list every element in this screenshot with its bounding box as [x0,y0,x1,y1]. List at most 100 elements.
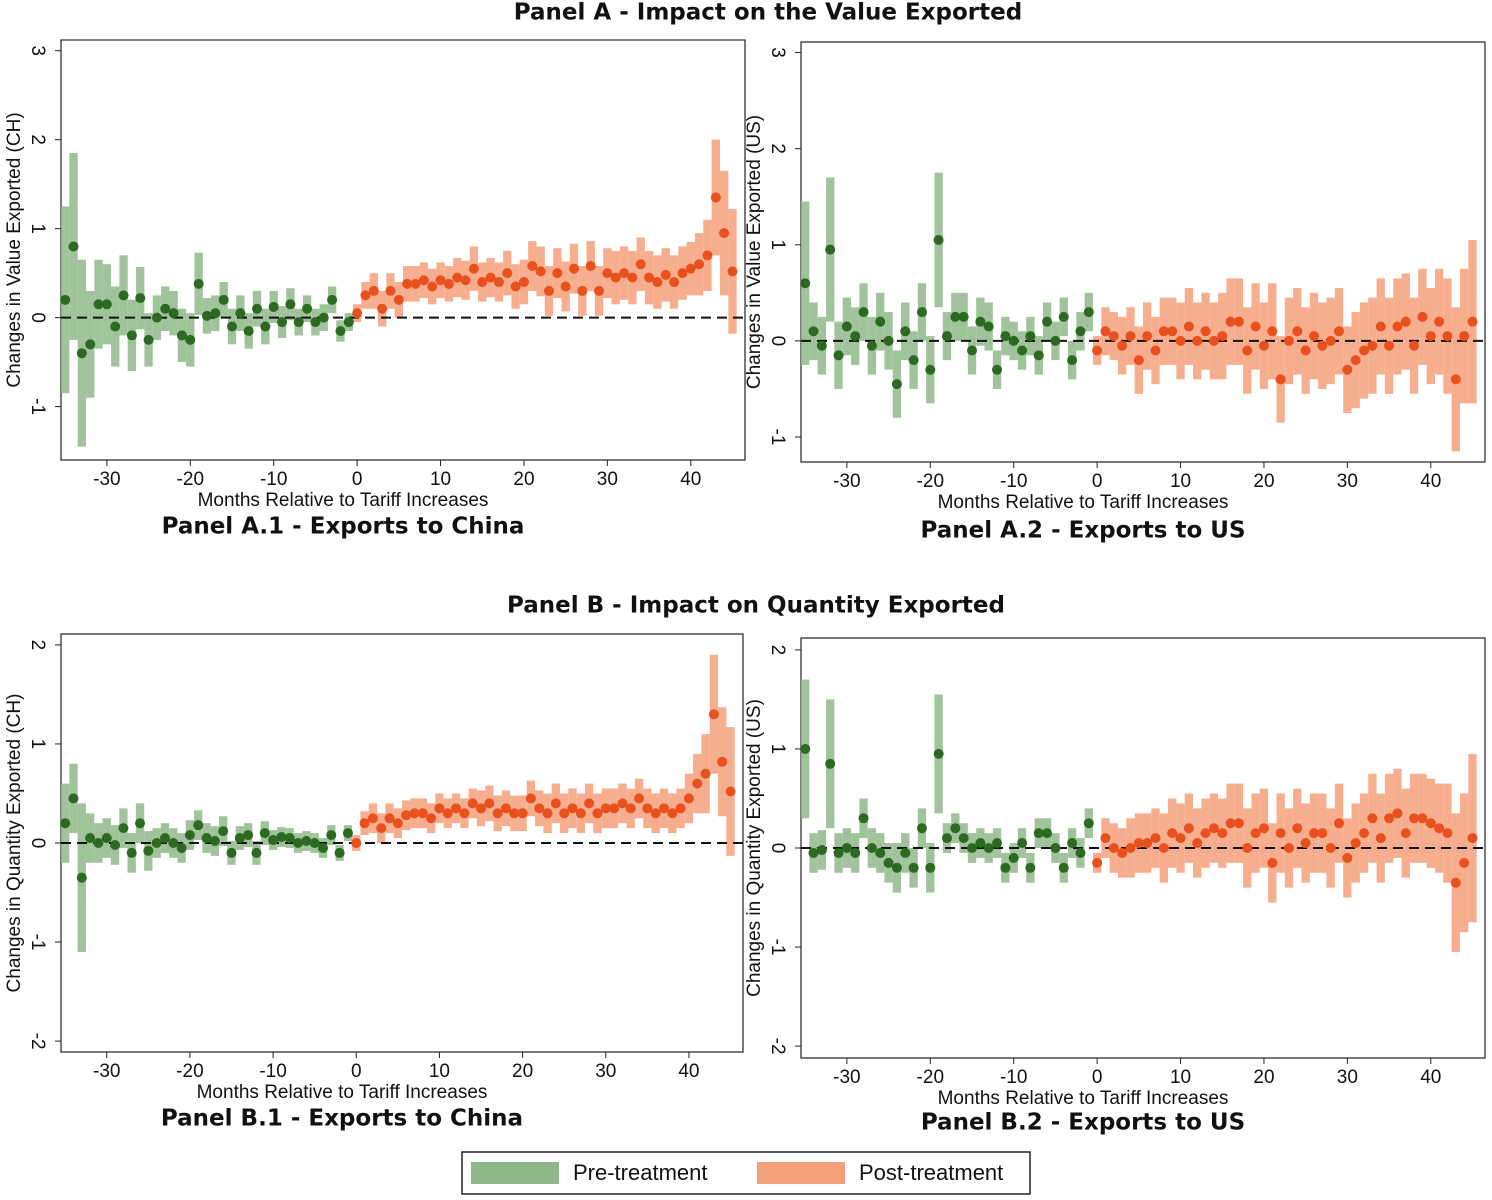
estimate-dot [700,768,711,779]
estimate-dot [1350,838,1361,849]
estimate-dot [1233,818,1244,829]
x-tick-label: 10 [430,469,451,490]
estimate-dot [401,810,412,821]
estimate-dot [234,833,245,844]
estimate-dot [652,277,663,288]
x-tick-label: 40 [678,1061,699,1082]
estimate-dot [1359,828,1370,839]
estimate-dot [193,820,204,831]
estimate-dot [594,285,605,296]
estimate-dot [950,311,961,322]
x-tick-label: -20 [917,471,944,492]
estimate-dot [1409,340,1420,351]
estimate-dot [833,350,844,361]
estimate-dot [376,823,387,834]
estimate-dot [126,330,137,341]
estimate-dot [393,294,404,305]
estimate-dot [577,285,588,296]
estimate-dot [352,308,363,319]
estimate-dot [143,845,154,856]
estimate-dot [1208,823,1219,834]
estimate-dot [377,303,388,314]
estimate-dot [1000,331,1011,342]
estimate-dot [941,833,952,844]
estimate-dot [1292,823,1303,834]
estimate-dot [908,862,919,873]
estimate-dot [975,838,986,849]
plot-area [60,39,746,461]
estimate-dot [1050,335,1061,346]
estimate-dot [443,278,454,289]
estimate-dot [825,244,836,255]
estimate-dot [1275,828,1286,839]
estimate-dot [875,847,886,858]
estimate-dot [1075,847,1086,858]
x-tick-label: 10 [1170,471,1191,492]
chart-title: Panel A.2 - Exports to US [920,518,1245,544]
y-tick-label: 2 [27,640,48,651]
estimate-dot [592,808,603,819]
estimate-dot [76,348,87,359]
estimate-dot [1167,326,1178,337]
estimate-dot [527,261,538,272]
x-axis-label: Months Relative to Tariff Increases [938,492,1229,513]
x-tick-label: -10 [1000,471,1027,492]
estimate-dot [1008,852,1019,863]
x-tick-label: 0 [351,1061,362,1082]
y-tick-label: -2 [767,1038,788,1055]
estimate-dot [617,798,628,809]
estimate-dot [468,263,479,274]
estimate-dot [1125,843,1136,853]
estimate-dot [1025,331,1036,342]
estimate-dot [635,259,646,270]
estimate-dot [293,317,304,328]
estimate-dot [485,272,496,283]
estimate-dot [467,798,478,809]
estimate-dot [1292,326,1303,337]
estimate-dot [1200,326,1211,337]
estimate-dot [708,709,719,720]
estimate-dot [184,830,195,841]
estimate-dot [343,317,354,328]
estimate-dot [268,301,279,312]
estimate-dot [1317,828,1328,839]
estimate-dot [1384,340,1395,351]
estimate-dot [992,364,1003,375]
estimate-dot [402,278,413,289]
estimate-dot [1392,321,1403,332]
estimate-dot [600,803,611,814]
x-tick-label: 30 [1337,1067,1358,1088]
estimate-dot [850,331,861,342]
estimate-dot [1100,833,1111,844]
estimate-dot [427,281,438,292]
estimate-dot [1050,843,1061,853]
estimate-dot [883,857,894,868]
estimate-dot [1117,847,1128,858]
estimate-dot [201,833,212,844]
estimate-dot [1125,331,1136,342]
estimate-dot [1017,838,1028,849]
x-tick-label: 40 [680,469,701,490]
estimate-dot [342,828,353,839]
estimate-dot [60,818,71,829]
estimate-dot [1192,335,1203,346]
estimate-dot [1417,813,1428,824]
x-tick-label: 10 [429,1061,450,1082]
y-tick-label: 0 [767,336,788,347]
estimate-dot [850,847,861,858]
panel-title: Panel A - Impact on the Value Exported [514,0,1022,26]
estimate-dot [1150,833,1161,844]
estimate-dot [310,317,321,328]
estimate-dot [385,285,396,296]
estimate-dot [916,307,927,318]
estimate-dot [727,266,738,277]
x-tick-label: 20 [1253,471,1274,492]
estimate-dot [933,234,944,245]
estimate-dot [168,838,179,848]
x-tick-label: 20 [1253,1067,1274,1088]
estimate-dot [1042,316,1053,327]
y-tick-label: 0 [27,838,48,849]
